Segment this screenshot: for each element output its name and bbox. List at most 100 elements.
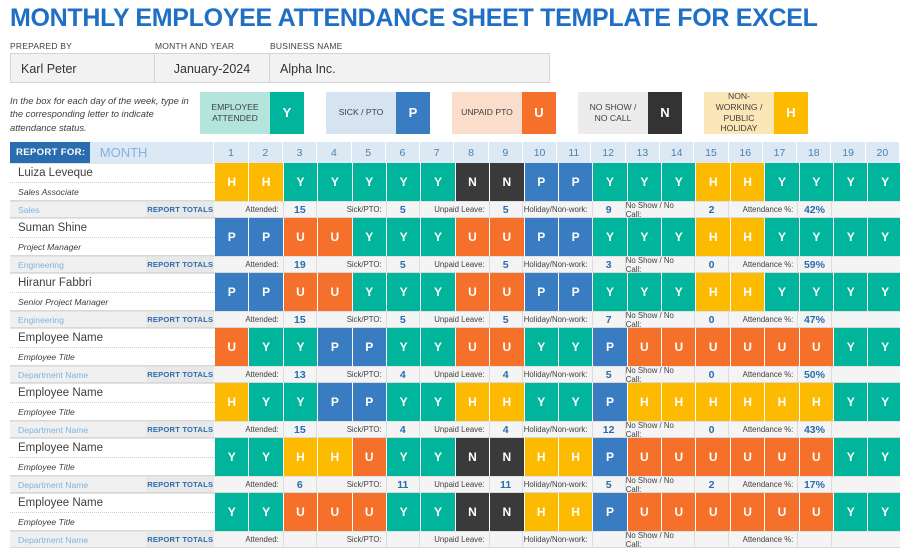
attendance-cell[interactable]: Y [249,493,284,532]
attendance-cell[interactable]: Y [386,328,422,367]
attendance-cell[interactable]: H [696,218,731,257]
attendance-cell[interactable]: Y [386,273,422,312]
attendance-cell[interactable]: U [283,218,319,257]
attendance-cell[interactable]: Y [799,273,835,312]
attendance-cell[interactable]: Y [215,438,250,477]
attendance-cell[interactable]: Y [421,163,456,202]
attendance-cell[interactable]: P [524,273,559,312]
attendance-cell[interactable]: U [765,438,800,477]
attendance-cell[interactable]: U [730,493,766,532]
attendance-cell[interactable]: Y [868,438,900,477]
month-year-field[interactable]: January-2024 [155,52,270,83]
attendance-cell[interactable]: Y [799,218,835,257]
employee-name[interactable]: Employee Name [10,383,215,404]
attendance-cell[interactable]: Y [386,493,422,532]
attendance-cell[interactable]: H [249,163,284,202]
attendance-cell[interactable]: P [558,273,594,312]
employee-name[interactable]: Employee Name [10,493,215,514]
attendance-cell[interactable]: P [318,328,353,367]
attendance-cell[interactable]: H [696,383,731,422]
attendance-cell[interactable]: N [490,163,525,202]
attendance-cell[interactable]: N [455,438,491,477]
attendance-cell[interactable]: Y [524,383,559,422]
attendance-cell[interactable]: H [662,383,697,422]
attendance-cell[interactable]: U [283,273,319,312]
attendance-cell[interactable]: Y [524,328,559,367]
attendance-cell[interactable]: U [352,493,387,532]
attendance-cell[interactable]: U [799,438,835,477]
attendance-cell[interactable]: Y [799,163,835,202]
employee-department[interactable]: Engineering [10,311,147,329]
attendance-cell[interactable]: Y [593,163,628,202]
employee-title[interactable]: Employee Title [10,403,215,422]
attendance-cell[interactable]: P [593,383,628,422]
attendance-cell[interactable]: Y [283,163,319,202]
attendance-cell[interactable]: Y [249,438,284,477]
attendance-cell[interactable]: Y [386,163,422,202]
attendance-cell[interactable]: P [524,163,559,202]
attendance-cell[interactable]: U [696,493,731,532]
employee-name[interactable]: Employee Name [10,438,215,459]
employee-title[interactable]: Project Manager [10,238,215,257]
attendance-cell[interactable]: Y [352,273,387,312]
employee-title[interactable]: Senior Project Manager [10,293,215,312]
attendance-cell[interactable]: Y [868,383,900,422]
attendance-cell[interactable]: Y [627,163,663,202]
attendance-cell[interactable]: Y [386,438,422,477]
attendance-cell[interactable]: H [524,438,559,477]
attendance-cell[interactable]: Y [249,383,284,422]
employee-department[interactable]: Department Name [10,421,147,439]
attendance-cell[interactable]: U [318,218,353,257]
employee-name[interactable]: Hiranur Fabbri [10,273,215,294]
attendance-cell[interactable]: Y [765,218,800,257]
attendance-cell[interactable]: H [558,493,594,532]
attendance-cell[interactable]: Y [558,328,594,367]
attendance-cell[interactable]: U [627,328,663,367]
attendance-cell[interactable]: U [730,438,766,477]
employee-department[interactable]: Engineering [10,256,147,274]
attendance-cell[interactable]: U [215,328,250,367]
employee-name[interactable]: Suman Shine [10,218,215,239]
attendance-cell[interactable]: Y [765,163,800,202]
attendance-cell[interactable]: Y [834,493,869,532]
attendance-cell[interactable]: P [249,273,284,312]
attendance-cell[interactable]: U [765,328,800,367]
attendance-cell[interactable]: Y [421,383,456,422]
attendance-cell[interactable]: Y [593,273,628,312]
employee-title[interactable]: Employee Title [10,513,215,532]
attendance-cell[interactable]: P [249,218,284,257]
attendance-cell[interactable]: Y [765,273,800,312]
attendance-cell[interactable]: Y [421,493,456,532]
attendance-cell[interactable]: U [730,328,766,367]
attendance-cell[interactable]: U [283,493,319,532]
attendance-cell[interactable]: Y [834,163,869,202]
attendance-cell[interactable]: U [662,493,697,532]
attendance-cell[interactable]: Y [421,218,456,257]
attendance-cell[interactable]: U [318,493,353,532]
attendance-cell[interactable]: P [593,438,628,477]
attendance-cell[interactable]: P [318,383,353,422]
attendance-cell[interactable]: P [215,218,250,257]
attendance-cell[interactable]: Y [627,218,663,257]
attendance-cell[interactable]: Y [834,218,869,257]
attendance-cell[interactable]: Y [215,493,250,532]
prepared-by-field[interactable]: Karl Peter [10,52,155,83]
attendance-cell[interactable]: Y [662,163,697,202]
attendance-cell[interactable]: H [455,383,491,422]
attendance-cell[interactable]: Y [386,218,422,257]
attendance-cell[interactable]: H [799,383,835,422]
attendance-cell[interactable]: P [593,493,628,532]
attendance-cell[interactable]: P [352,328,387,367]
attendance-cell[interactable]: Y [662,273,697,312]
attendance-cell[interactable]: H [215,383,250,422]
attendance-cell[interactable]: P [558,163,594,202]
attendance-cell[interactable]: H [215,163,250,202]
attendance-cell[interactable]: Y [421,328,456,367]
attendance-cell[interactable]: Y [834,328,869,367]
attendance-cell[interactable]: Y [868,218,900,257]
employee-name[interactable]: Luiza Leveque [10,163,215,184]
attendance-cell[interactable]: U [799,493,835,532]
attendance-cell[interactable]: U [490,218,525,257]
attendance-cell[interactable]: H [318,438,353,477]
attendance-cell[interactable]: N [455,163,491,202]
